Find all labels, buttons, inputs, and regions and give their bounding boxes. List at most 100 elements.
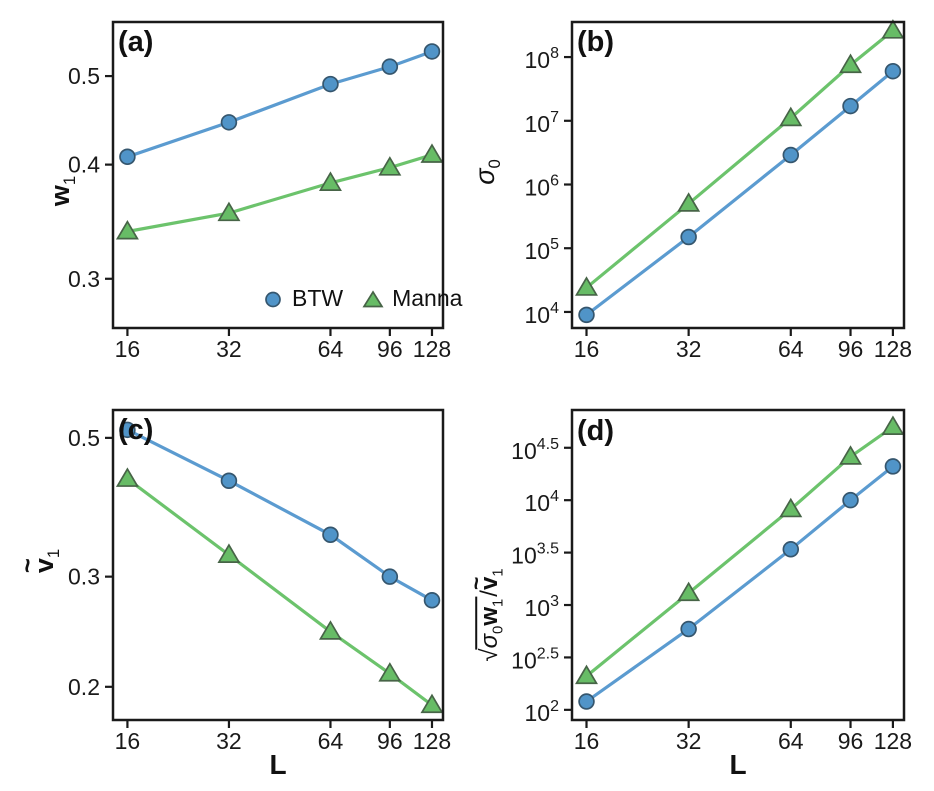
- data-point-manna: [839, 445, 863, 465]
- data-point-manna: [378, 662, 402, 682]
- data-point-manna: [217, 543, 241, 563]
- y-tick-label: 0.3: [68, 266, 100, 292]
- data-point-manna: [881, 19, 905, 39]
- data-point-btw: [220, 472, 238, 489]
- y-tick-label: 103: [525, 593, 560, 621]
- y-tick-label: 102: [525, 698, 560, 726]
- data-point-btw: [782, 146, 800, 164]
- x-tick-label: 32: [676, 728, 702, 754]
- y-tick-label: 104.5: [511, 436, 559, 464]
- btw-circle-marker-icon: [265, 291, 281, 307]
- legend-item-manna: Manna: [362, 287, 462, 310]
- data-point-btw: [884, 458, 902, 475]
- panel-label-a: (a): [118, 26, 154, 58]
- data-point-btw: [119, 421, 136, 439]
- panel-frame-d: [570, 408, 906, 722]
- data-point-btw: [680, 620, 697, 638]
- data-point-btw: [119, 148, 136, 166]
- data-point-manna: [378, 156, 402, 176]
- data-point-manna: [779, 497, 803, 518]
- data-point-btw: [842, 97, 859, 115]
- data-point-manna: [575, 276, 598, 296]
- x-tick-label: 128: [413, 336, 451, 362]
- x-tick-label: 128: [874, 336, 912, 362]
- data-point-manna: [839, 53, 863, 74]
- data-point-manna: [318, 620, 342, 640]
- x-tick-label: 16: [574, 728, 600, 754]
- y-tick-label: 0.5: [68, 63, 100, 89]
- x-tick-label: 64: [778, 336, 804, 362]
- panel-frame-a: [111, 20, 445, 330]
- panel-label-d: (d): [577, 415, 615, 447]
- data-point-manna: [881, 415, 905, 435]
- data-point-btw: [322, 75, 339, 93]
- data-point-manna: [420, 693, 444, 714]
- x-tick-label: 32: [216, 336, 242, 362]
- data-point-btw: [220, 114, 238, 131]
- data-point-btw: [578, 693, 595, 710]
- y-tick-label: 103.5: [511, 541, 559, 569]
- x-tick-label: 32: [216, 728, 242, 754]
- x-tick-label: 96: [838, 728, 864, 754]
- data-point-btw: [884, 62, 902, 80]
- y-tick-label: 105: [525, 236, 560, 264]
- panel-frame-c: [111, 408, 445, 722]
- manna-triangle-marker-icon: [362, 289, 384, 307]
- data-point-btw: [782, 541, 800, 558]
- y-axis-label-sqrt-sigma0w1-over-v1: √σ0w1/~ v1: [463, 568, 507, 662]
- panel-b: 16 32 64 96 128 104 105 106 107 108: [525, 19, 912, 362]
- y-tick-label: 108: [525, 45, 560, 73]
- y-axis-label-sigma0: σ0: [470, 159, 505, 185]
- data-point-btw: [381, 58, 399, 75]
- panel-c: 16 32 64 96 128 0.5 0.3 0.2: [68, 408, 451, 754]
- x-tick-label: 128: [413, 728, 451, 754]
- y-tick-label: 104: [525, 488, 560, 516]
- data-point-manna: [318, 171, 342, 191]
- y-tick-label: 106: [525, 173, 560, 201]
- data-point-manna: [677, 192, 701, 212]
- data-point-manna: [115, 467, 139, 487]
- x-tick-label: 96: [377, 728, 403, 754]
- x-tick-label: 64: [318, 728, 344, 754]
- data-point-manna: [677, 581, 701, 602]
- data-point-btw: [680, 228, 697, 246]
- x-tick-label: 96: [838, 336, 864, 362]
- y-tick-label: 0.3: [68, 564, 100, 590]
- panel-d: 16 32 64 96 128 102 102.5 103 103.5 104 104.5: [511, 408, 912, 754]
- y-tick-label: 102.5: [511, 645, 559, 673]
- data-point-btw: [322, 526, 339, 544]
- x-tick-label: 128: [874, 728, 912, 754]
- x-tick-label: 96: [377, 336, 403, 362]
- y-axis-label-w1: w1: [45, 175, 80, 207]
- legend-label-btw: BTW: [292, 285, 344, 311]
- panel-label-c: (c): [118, 414, 154, 446]
- data-point-manna: [575, 664, 598, 685]
- legend-item-btw: BTW: [262, 287, 343, 310]
- x-tick-label: 64: [778, 728, 804, 754]
- x-axis-label-L-right: L: [729, 749, 747, 780]
- data-point-manna: [115, 219, 139, 240]
- y-tick-label: 0.2: [68, 674, 100, 700]
- y-tick-label: 107: [525, 109, 560, 137]
- panel-frame-b: [570, 20, 906, 330]
- panel-label-b: (b): [577, 26, 615, 58]
- panel-a: 16 32 64 96 128 0.5 0.4 0.3: [68, 20, 451, 362]
- y-axis-label-v1-tilde: ~ v1: [14, 548, 64, 574]
- legend: BTW Manna: [262, 287, 462, 310]
- y-tick-label: 0.4: [68, 152, 100, 178]
- data-point-manna: [217, 201, 241, 222]
- x-tick-label: 16: [115, 336, 141, 362]
- x-tick-label: 32: [676, 336, 702, 362]
- data-point-btw: [381, 568, 399, 585]
- data-point-btw: [423, 43, 441, 60]
- data-point-btw: [578, 306, 595, 324]
- data-point-btw: [842, 491, 859, 509]
- x-tick-label: 64: [318, 336, 344, 362]
- x-tick-label: 16: [574, 336, 600, 362]
- data-point-btw: [423, 592, 441, 609]
- x-axis-label-L-left: L: [269, 749, 287, 780]
- data-point-manna: [779, 106, 803, 127]
- y-tick-label: 104: [525, 300, 560, 328]
